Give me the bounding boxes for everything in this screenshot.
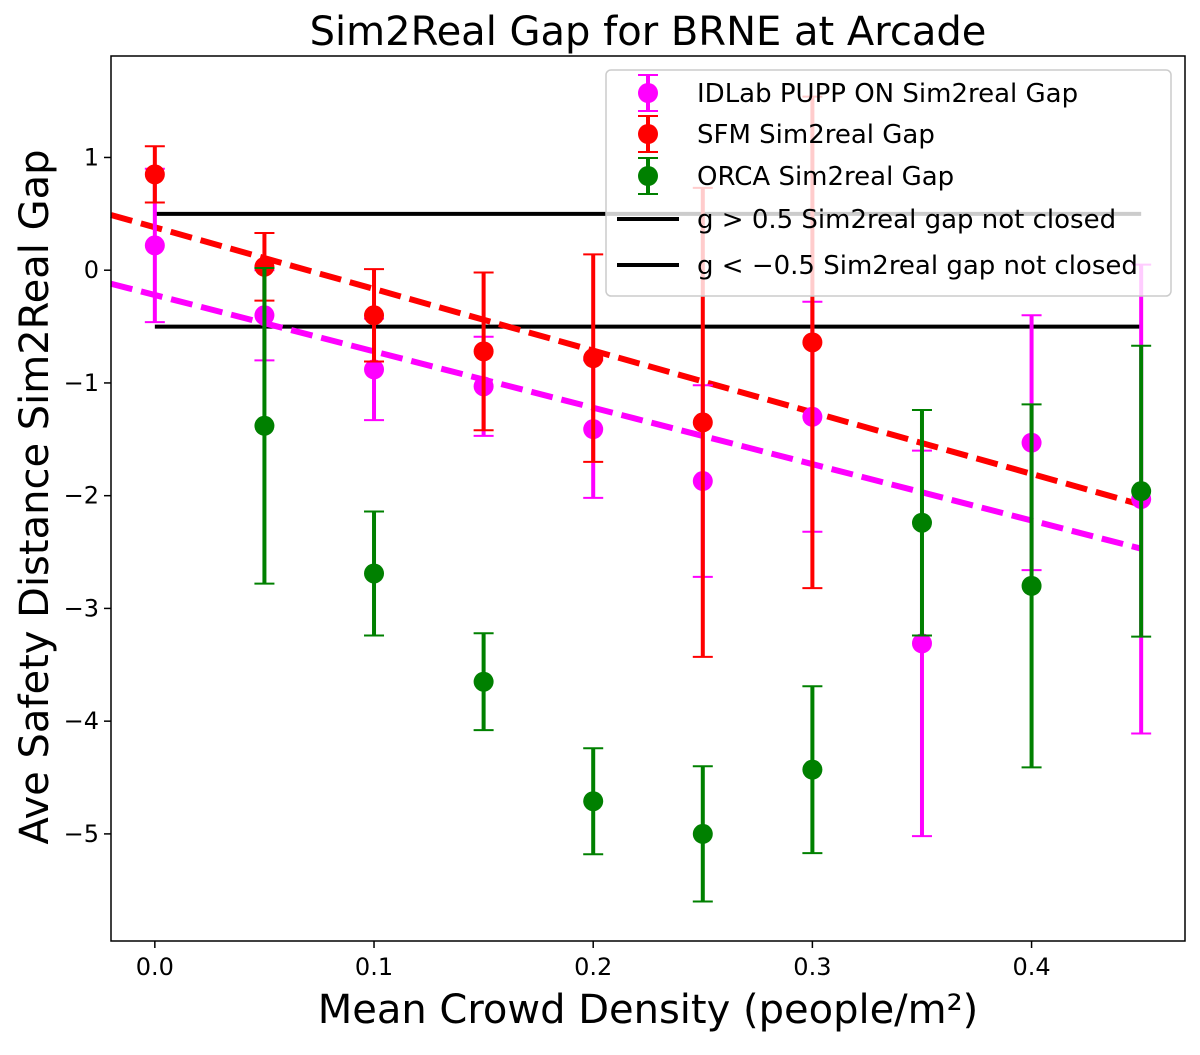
data-point-group: [1131, 344, 1152, 638]
x-axis-label: Mean Crowd Density (people/m²): [318, 987, 979, 1033]
chart-title: Sim2Real Gap for BRNE at Arcade: [310, 9, 987, 55]
data-point-group: [583, 253, 604, 463]
y-tick-label: −4: [64, 707, 99, 735]
legend: IDLab PUPP ON Sim2real Gap SFM Sim2real G…: [605, 69, 1172, 297]
y-tick-label: 1: [84, 143, 99, 171]
data-point-group: [692, 765, 713, 903]
x-tick-label: 0.2: [574, 953, 612, 981]
data-point: [473, 671, 494, 692]
data-point-group: [473, 632, 494, 732]
data-point: [254, 256, 275, 277]
legend-marker-point: [638, 166, 658, 186]
data-point: [144, 164, 165, 185]
data-point: [802, 332, 823, 353]
data-point: [692, 412, 713, 433]
data-point: [1131, 481, 1152, 502]
plot-frame: [110, 55, 1186, 942]
y-axis-label: Ave Safety Distance Sim2Real Gap: [12, 149, 58, 844]
y-tick-label: −1: [64, 369, 99, 397]
legend-label: g > 0.5 Sim2real gap not closed: [697, 205, 1116, 235]
legend-marker-point: [638, 83, 658, 103]
trend-line-1: [110, 280, 1142, 552]
y-tick-label: −2: [64, 482, 99, 510]
data-point: [364, 305, 385, 326]
legend-label: ORCA Sim2real Gap: [697, 162, 954, 192]
y-tick-label: 0: [84, 256, 99, 284]
data-point-group: [364, 268, 385, 363]
data-point: [583, 348, 604, 369]
plot-area: [110, 95, 1152, 903]
legend-marker-point: [638, 124, 658, 144]
data-point: [802, 759, 823, 780]
x-tick-label: 0.4: [1012, 953, 1050, 981]
data-point: [583, 791, 604, 812]
y-tick-label: −3: [64, 594, 99, 622]
data-point-group: [473, 271, 494, 432]
data-point: [364, 359, 385, 380]
data-point-group: [802, 685, 823, 855]
data-point-group: [1021, 403, 1042, 769]
data-point: [692, 823, 713, 844]
x-tick-label: 0.1: [355, 953, 393, 981]
data-point-group: [144, 145, 165, 204]
legend-label: SFM Sim2real Gap: [697, 120, 935, 150]
data-point-group: [364, 510, 385, 637]
data-point: [364, 563, 385, 584]
data-point-group: [583, 747, 604, 856]
x-tick-label: 0.0: [136, 953, 174, 981]
legend-label: IDLab PUPP ON Sim2real Gap: [697, 79, 1078, 109]
data-point: [144, 235, 165, 256]
data-point: [1021, 575, 1042, 596]
data-point: [911, 512, 932, 533]
legend-box: [605, 69, 1172, 297]
axes: 0.0 0.1 0.2 0.3 0.4 −5 −4 −3 −2 −1 0 1: [64, 143, 1051, 981]
data-point-group: [254, 266, 275, 585]
trend-line-2: [110, 212, 1142, 508]
x-tick-label: 0.3: [793, 953, 831, 981]
legend-label: g < −0.5 Sim2real gap not closed: [697, 251, 1138, 281]
y-tick-label: −5: [64, 820, 99, 848]
data-point: [911, 633, 932, 654]
data-point: [254, 415, 275, 436]
data-point-group: [911, 409, 932, 637]
data-point: [473, 341, 494, 362]
